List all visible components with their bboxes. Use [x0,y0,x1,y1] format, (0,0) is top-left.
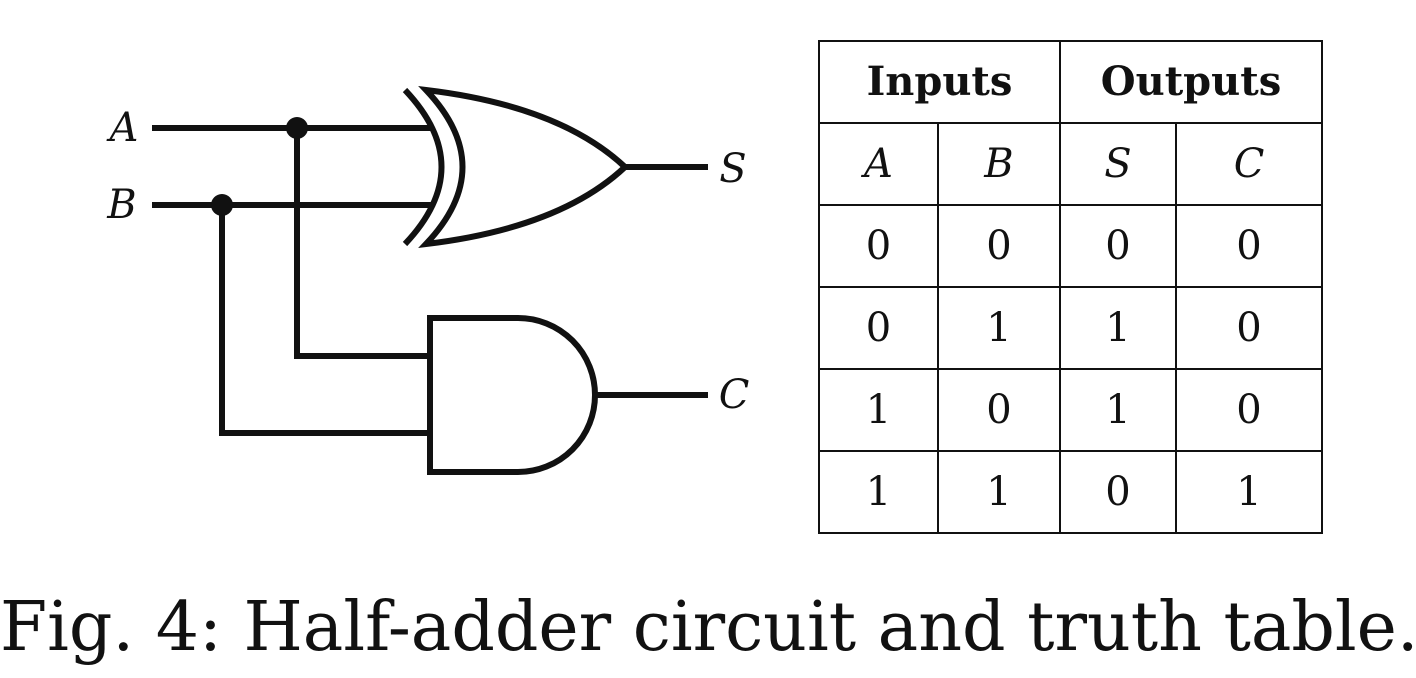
table-cell: 0 [937,204,1061,288]
input-label-a: A [106,105,139,151]
xor-gate-back-curve [402,87,445,247]
table-cell: 0 [1059,204,1177,288]
table-row: 0 1 1 0 [818,286,1324,370]
output-label-c: C [719,372,750,418]
table-group-header-row: Inputs Outputs [818,40,1324,124]
wire-a-to-and [294,128,430,359]
output-label-s: S [719,146,746,192]
table-cell: 1 [1059,368,1177,452]
table-cell: 1 [1174,450,1324,534]
table-cell: 0 [1059,450,1177,534]
column-header-c: C [1174,122,1324,206]
input-label-b: B [106,182,136,228]
column-header-a: A [818,122,939,206]
table-cell: 1 [1059,286,1177,370]
table-column-header-row: A B S C [818,122,1324,206]
column-header-s: S [1059,122,1177,206]
table-cell: 0 [818,204,939,288]
truth-table: Inputs Outputs A B S C 0 0 0 0 0 1 1 0 1… [818,40,1324,534]
column-header-b: B [937,122,1061,206]
table-cell: 0 [818,286,939,370]
xor-gate [418,86,630,248]
table-cell: 0 [1174,286,1324,370]
junction-dot-b [211,194,233,216]
half-adder-circuit: A B S C [106,86,750,475]
table-row: 1 1 0 1 [818,450,1324,534]
figure-caption: Fig. 4: Half-adder circuit and truth tab… [0,588,1416,667]
group-header-outputs: Outputs [1058,40,1324,124]
table-cell: 0 [937,368,1061,452]
group-header-inputs: Inputs [818,40,1061,124]
table-cell: 0 [1174,204,1324,288]
wire-b-to-and [219,205,430,436]
table-row: 1 0 1 0 [818,368,1324,452]
table-cell: 1 [937,286,1061,370]
table-cell: 1 [818,450,939,534]
table-cell: 0 [1174,368,1324,452]
table-row: 0 0 0 0 [818,204,1324,288]
and-gate [427,315,598,475]
table-cell: 1 [937,450,1061,534]
junction-dot-a [286,117,308,139]
table-cell: 1 [818,368,939,452]
